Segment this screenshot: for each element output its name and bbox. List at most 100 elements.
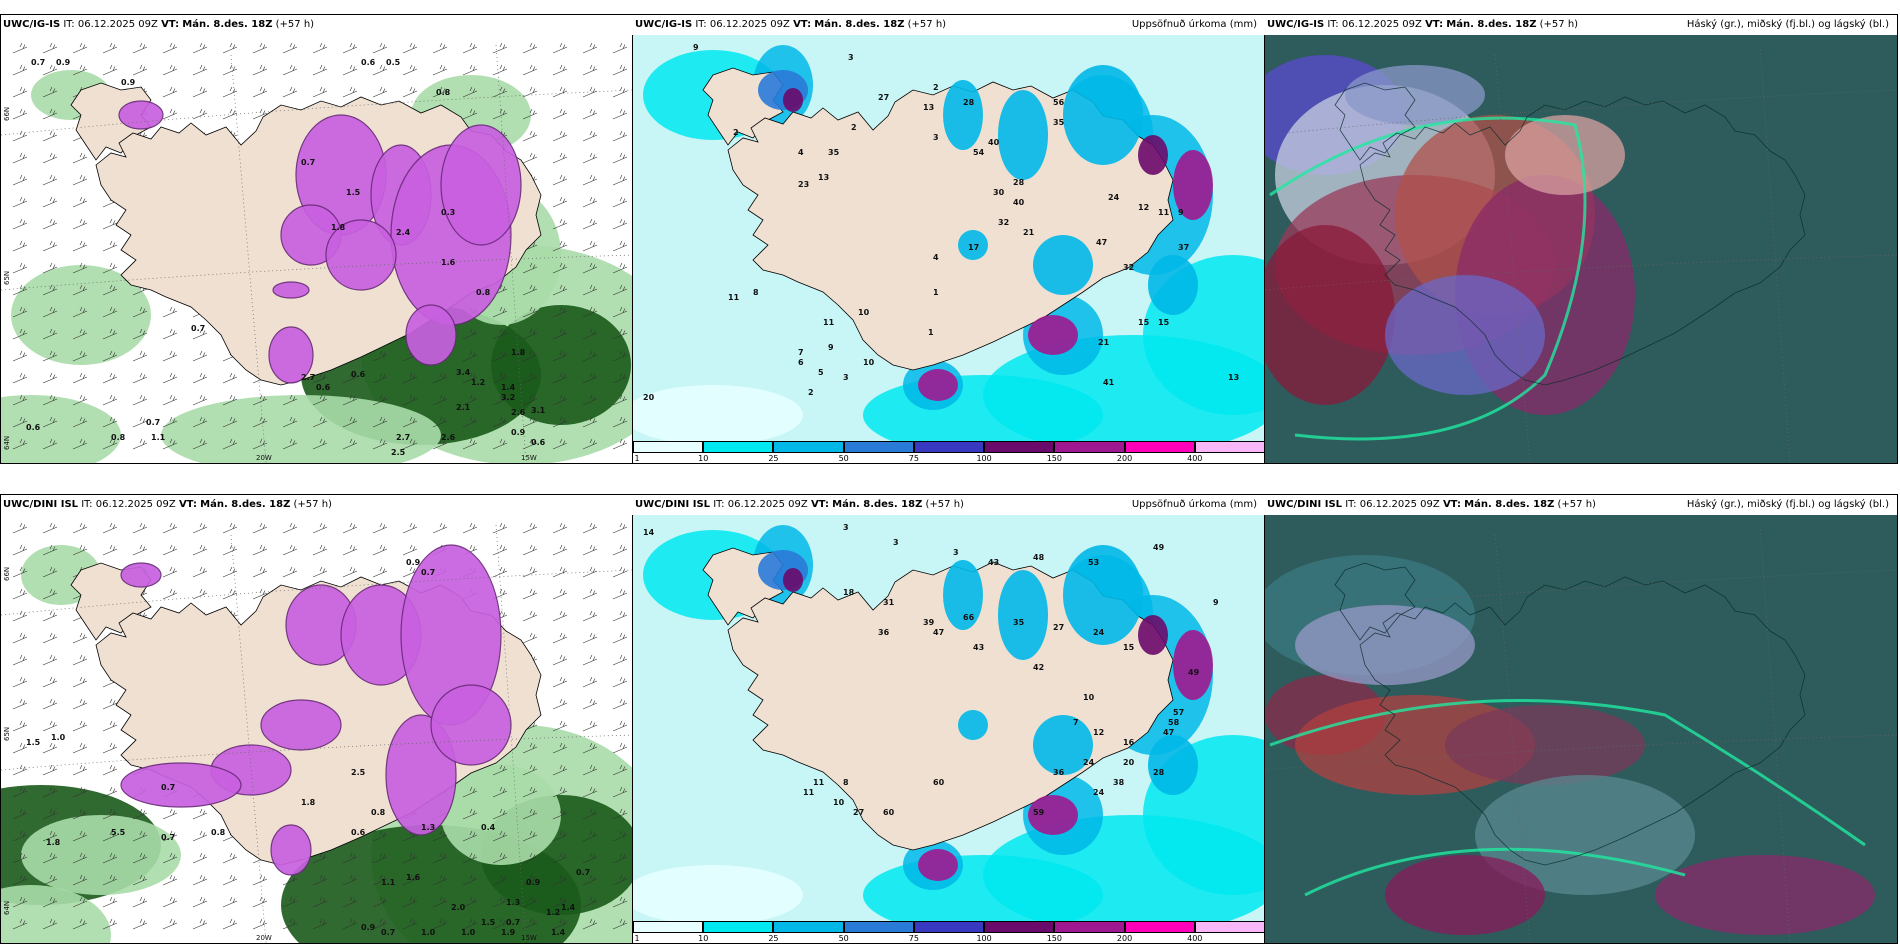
accum-value-label: 9 bbox=[693, 43, 699, 52]
snow-area bbox=[430, 684, 512, 766]
accum-value-label: 36 bbox=[878, 628, 890, 637]
lead-time: (+57 h) bbox=[293, 499, 332, 510]
accum-precip-map: 9322423133527213328403032544056283524121… bbox=[633, 35, 1265, 441]
precip-value-label: 1.8 bbox=[331, 223, 346, 232]
accum-value-label: 38 bbox=[1113, 778, 1125, 787]
legend-tick: 75 bbox=[908, 934, 919, 943]
accum-value-label: 27 bbox=[1053, 623, 1064, 632]
precip-value-label: 0.7 bbox=[161, 783, 175, 792]
graticule-line bbox=[1, 254, 633, 291]
precip-value-label: 0.9 bbox=[121, 78, 136, 87]
precip-value-label: 0.8 bbox=[476, 288, 491, 297]
lead-time: (+57 h) bbox=[1557, 499, 1596, 510]
land-outline bbox=[1334, 562, 1806, 866]
accum-value-label: 42 bbox=[1033, 663, 1044, 672]
legend-tick: 10 bbox=[698, 454, 709, 463]
graticule-label: 66N bbox=[3, 107, 11, 121]
precip-value-label: 1.4 bbox=[551, 928, 566, 937]
legend-tick: 1 bbox=[634, 454, 640, 463]
accum-value-label: 56 bbox=[1053, 98, 1065, 107]
accum-value-label: 2 bbox=[733, 128, 739, 137]
accum-value-label: 18 bbox=[843, 588, 855, 597]
accum-value-label: 10 bbox=[858, 308, 870, 317]
graticule-label: 65N bbox=[3, 271, 11, 285]
valid-time: Mán. 8.des. 18Z bbox=[814, 19, 905, 30]
panel-igis-precip-type: UWC/IG-IS IT: 06.12.2025 09Z VT: Mán. 8.… bbox=[0, 14, 634, 464]
field-title: Uppsöfnuð úrkoma (mm) bbox=[1131, 499, 1257, 510]
accum-value-label: 11 bbox=[813, 778, 825, 787]
accum-value-label: 30 bbox=[993, 188, 1005, 197]
precip-core bbox=[1148, 735, 1198, 795]
accum-value-label: 3 bbox=[953, 548, 959, 557]
accum-value-label: 53 bbox=[1088, 558, 1099, 567]
accum-value-label: 2 bbox=[851, 123, 857, 132]
panel-header: UWC/IG-IS IT: 06.12.2025 09Z VT: Mán. 8.… bbox=[1265, 15, 1897, 35]
accum-value-label: 3 bbox=[843, 523, 849, 532]
init-time: 06.12.2025 09Z bbox=[709, 19, 790, 30]
legend-swatch bbox=[773, 441, 844, 453]
accum-value-label: 10 bbox=[1083, 693, 1095, 702]
accum-value-label: 16 bbox=[1123, 738, 1135, 747]
accum-value-label: 3 bbox=[843, 373, 849, 382]
precip-value-label: 1.3 bbox=[421, 823, 435, 832]
iceland-coast bbox=[1359, 96, 1806, 386]
legend-swatch bbox=[703, 441, 774, 453]
model-name: UWC/DINI ISL bbox=[1267, 499, 1343, 510]
precip-type-map: 0.90.71.50.71.01.85.50.70.81.82.51.3 0.41… bbox=[1, 515, 633, 943]
accum-value-label: 28 bbox=[1013, 178, 1025, 187]
legend-tick: 50 bbox=[838, 934, 849, 943]
iceland-coast bbox=[1359, 576, 1806, 866]
precip-value-label: 1.0 bbox=[421, 928, 436, 937]
accum-value-label: 24 bbox=[1108, 193, 1120, 202]
accum-value-label: 11 bbox=[803, 788, 815, 797]
precip-value-label: 1.5 bbox=[26, 738, 41, 747]
precip-value-label: 0.7 bbox=[506, 918, 520, 927]
accum-precip-map: 14 3 3 3 43 48 53 49 18 31 36 39 66 47 43 35 27 24 15 42 10 7… bbox=[633, 515, 1265, 921]
graticule-label: 66N bbox=[3, 567, 11, 581]
accum-value-label: 57 bbox=[1173, 708, 1184, 717]
precip-core bbox=[1028, 315, 1078, 355]
graticule-label: 15W bbox=[521, 934, 537, 942]
precip-value-label: 0.7 bbox=[301, 158, 315, 167]
accum-value-label: 54 bbox=[973, 148, 985, 157]
precip-value-label: 1.8 bbox=[46, 838, 61, 847]
panel-dini-clouds: UWC/DINI ISL IT: 06.12.2025 09Z VT: Mán.… bbox=[1264, 494, 1898, 944]
snow-area bbox=[325, 219, 397, 291]
land bbox=[702, 67, 1174, 371]
graticule-line bbox=[230, 534, 267, 943]
accum-value-label: 60 bbox=[883, 808, 895, 817]
graticule-line bbox=[230, 54, 267, 463]
accum-value-label: 1 bbox=[933, 288, 939, 297]
accum-value-label: 3 bbox=[848, 53, 854, 62]
iceland-coast bbox=[727, 561, 1174, 851]
accum-value-label: 17 bbox=[968, 243, 979, 252]
precip-core bbox=[783, 568, 803, 592]
snow-area bbox=[260, 699, 342, 751]
snow-area bbox=[405, 304, 457, 366]
graticule-label: 20W bbox=[256, 454, 272, 462]
precip-value-label: 1.0 bbox=[461, 928, 476, 937]
precip-core bbox=[998, 570, 1048, 660]
cloud-edge bbox=[1269, 698, 1866, 897]
precip-value-label: 2.7 bbox=[396, 433, 410, 442]
graticule-line bbox=[1265, 734, 1897, 771]
accum-value-label: 28 bbox=[1153, 768, 1165, 777]
accum-value-label: 11 bbox=[823, 318, 835, 327]
snow-area bbox=[120, 762, 242, 808]
accum-value-label: 7 bbox=[798, 348, 804, 357]
accum-value-label: 13 bbox=[818, 173, 829, 182]
accum-value-label: 11 bbox=[728, 293, 740, 302]
accum-value-label: 21 bbox=[1023, 228, 1035, 237]
precip-core bbox=[918, 849, 958, 881]
accum-value-label: 11 bbox=[1158, 208, 1170, 217]
legend-swatch bbox=[984, 441, 1055, 453]
accum-value-label: 27 bbox=[878, 93, 889, 102]
precip-value-label: 0.6 bbox=[361, 58, 376, 67]
panel-dini-precip-type: UWC/DINI ISL IT: 06.12.2025 09Z VT: Mán.… bbox=[0, 494, 634, 944]
precip-value-label: 2.0 bbox=[451, 903, 466, 912]
legend-swatch bbox=[1054, 441, 1125, 453]
precip-value-label: 2.4 bbox=[396, 228, 411, 237]
precip-area bbox=[633, 385, 803, 441]
precip-value-label: 0.8 bbox=[436, 88, 451, 97]
precip-value-label: 1.8 bbox=[511, 348, 526, 357]
